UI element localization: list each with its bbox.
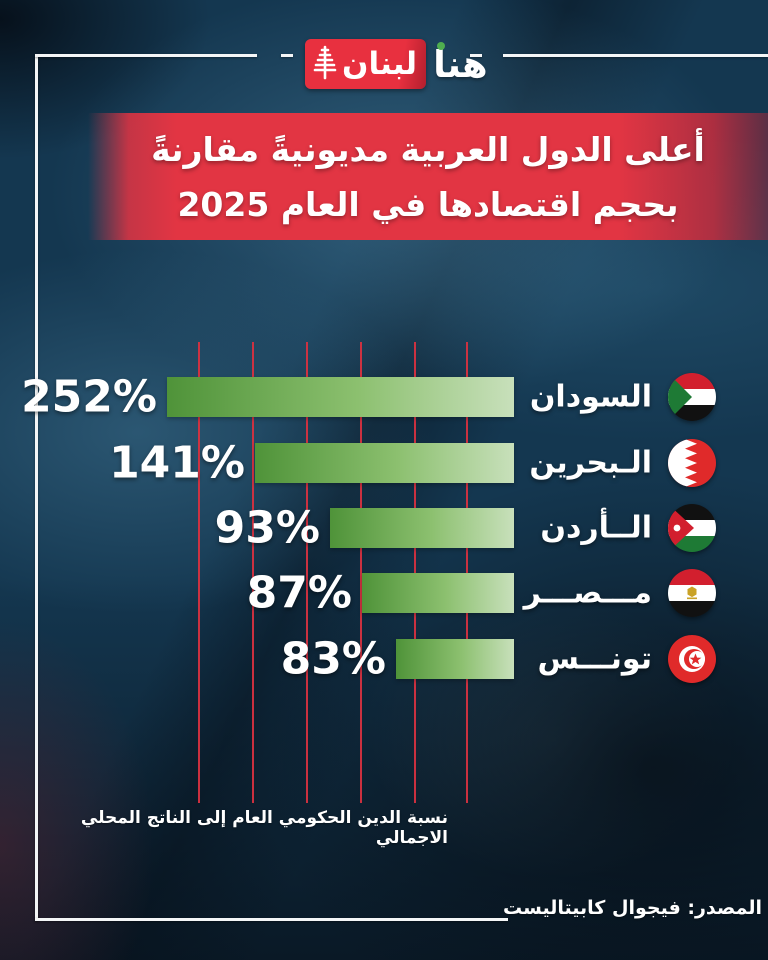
logo-green-dot (437, 42, 445, 50)
jordan-flag-icon (668, 504, 716, 552)
gridline (306, 342, 308, 803)
bar-tunisia (396, 639, 514, 679)
country-label-tunisia: تونـــس (537, 641, 652, 677)
value-label-jordan: 93% (214, 502, 320, 554)
value-label-bahrain: 141% (109, 437, 245, 489)
gridline (466, 342, 468, 803)
bar-jordan (330, 508, 514, 548)
source-credit: المصدر: فيجوال كابيتاليست (503, 897, 762, 919)
egypt-flag-icon (668, 569, 716, 617)
frame-bottom-border (35, 918, 508, 921)
value-label-tunisia: 83% (280, 633, 386, 685)
frame-dash-right (470, 54, 482, 57)
title-line-2: بحجم اقتصادها في العام 2025 (177, 184, 679, 224)
gridline (360, 342, 362, 803)
frame-top-border-right (503, 54, 768, 57)
country-label-jordan: الــأردن (540, 510, 652, 546)
frame-top-border (35, 54, 257, 57)
gridline (414, 342, 416, 803)
chart-row-tunisia: 83% تونـــس (0, 634, 768, 685)
bar-bahrain (255, 443, 514, 483)
sudan-flag-icon (668, 373, 716, 421)
title-line-1: أعلى الدول العربية مديونيةً مقارنةً (151, 129, 705, 169)
tunisia-flag-icon (668, 635, 716, 683)
chart-axis-note: نسبة الدين الحكومي العام إلى الناتج المح… (80, 808, 448, 848)
bar-sudan (167, 377, 514, 417)
country-label-sudan: السودان (529, 379, 652, 415)
bahrain-flag-icon (668, 439, 716, 487)
chart-row-bahrain: 141% الـبحرين (0, 438, 768, 489)
title-banner: أعلى الدول العربية مديونيةً مقارنةً بحجم… (88, 113, 768, 240)
value-label-sudan: 252% (21, 371, 157, 423)
chart-row-sudan: 252% السودان (0, 372, 768, 423)
cedar-tree-icon (312, 43, 338, 85)
hona-lebanon-logo: لبنان هنا (305, 38, 488, 90)
logo-prefix-text: هنا (433, 42, 488, 86)
gridline (252, 342, 254, 803)
logo-red-box: لبنان (305, 39, 427, 89)
frame-left-border (35, 55, 38, 921)
country-label-egypt: مـــصـــر (523, 575, 652, 611)
chart-row-egypt: 87% مـــصـــر (0, 568, 768, 619)
bar-egypt (362, 573, 514, 613)
logo-name-text: لبنان (342, 45, 418, 82)
gridline (198, 342, 200, 803)
value-label-egypt: 87% (246, 567, 352, 619)
country-label-bahrain: الـبحرين (529, 445, 652, 481)
chart-row-jordan: 93% الــأردن (0, 503, 768, 554)
frame-dash-left (281, 54, 293, 57)
